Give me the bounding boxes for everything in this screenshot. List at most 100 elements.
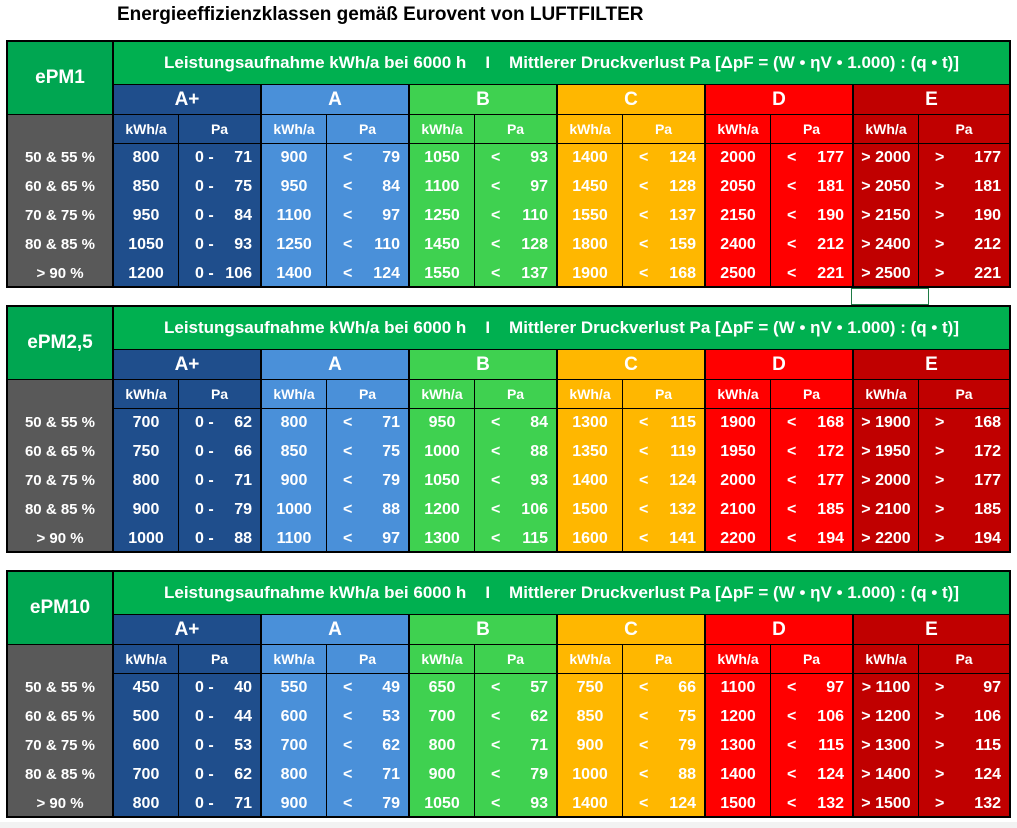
pa-value: <124 — [327, 259, 408, 288]
kwh-value: 900 — [132, 500, 160, 518]
pa-operator: > — [935, 177, 945, 195]
kwh-column-bg — [262, 409, 326, 551]
row-label: > 90 % — [36, 265, 84, 282]
pa-column-bg — [623, 144, 704, 286]
pa-value: <185 — [771, 495, 852, 524]
pa-value: 0 - 44 — [179, 702, 260, 731]
pa-value: <190 — [771, 201, 852, 230]
pa-operator: > — [935, 678, 945, 696]
kwh-column-bg — [114, 674, 178, 816]
kwh-column-bg — [410, 144, 474, 286]
table-header: Leistungsaufnahme kWh/a bei 6000 h I Mittl… — [114, 572, 1009, 614]
class-header-a: A — [262, 615, 408, 644]
pa-number: 57 — [530, 678, 548, 696]
pa-value: >181 — [919, 172, 1009, 201]
pa-value: >212 — [919, 230, 1009, 259]
pa-value: >177 — [919, 466, 1009, 495]
pa-number: 97 — [983, 678, 1001, 696]
pa-number: 97 — [382, 206, 400, 224]
pa-operator: < — [491, 413, 501, 431]
pa-number: 137 — [521, 264, 548, 282]
kwh-value: 1100 — [424, 177, 460, 195]
pa-number: 185 — [974, 500, 1001, 518]
pa-value: <49 — [327, 673, 408, 702]
selected-cell[interactable] — [851, 288, 929, 305]
pa-operator: > — [935, 264, 945, 282]
pa-number: 132 — [817, 794, 844, 812]
pa-value: <53 — [327, 702, 408, 731]
pa-value: <177 — [771, 466, 852, 495]
kwh-subheader: kWh/a — [114, 115, 178, 143]
pa-subheader: Pa — [623, 380, 704, 408]
pa-number: 172 — [817, 442, 844, 460]
pa-value: <97 — [771, 673, 852, 702]
class-header-c: C — [558, 615, 704, 644]
pa-number: 79 — [382, 794, 400, 812]
kwh-subheader: kWh/a — [854, 115, 918, 143]
table-3: ePM10 Leistungsaufnahme kWh/a bei 6000 h I… — [6, 570, 1011, 818]
class-header-b: B — [410, 615, 556, 644]
kwh-value: 1300 — [720, 736, 756, 754]
kwh-column-bg — [854, 674, 918, 816]
kwh-column-bg — [706, 409, 770, 551]
pa-number: 88 — [530, 442, 548, 460]
kwh-value: > 2000 — [861, 148, 911, 166]
kwh-value: 800 — [132, 148, 160, 166]
kwh-column-bg — [706, 144, 770, 286]
pa-value: >172 — [919, 437, 1009, 466]
kwh-column-bg — [558, 144, 622, 286]
kwh-value: 950 — [280, 177, 308, 195]
row-label: 50 & 55 % — [24, 679, 96, 696]
kwh-value: 900 — [428, 765, 456, 783]
pa-operator: < — [491, 148, 501, 166]
pa-operator: < — [343, 678, 353, 696]
kwh-subheader: kWh/a — [854, 380, 918, 408]
pa-operator: < — [639, 235, 649, 253]
pa-number: 212 — [817, 235, 844, 253]
kwh-value: 1300 — [572, 413, 608, 431]
pa-number: 168 — [817, 413, 844, 431]
pa-value: <79 — [327, 466, 408, 495]
header-separator: I — [485, 53, 491, 72]
pa-value: <137 — [475, 259, 556, 288]
class-header-a: A — [262, 85, 408, 114]
pa-column-bg — [771, 144, 852, 286]
kwh-value: 950 — [132, 206, 160, 224]
pa-number: 212 — [974, 235, 1001, 253]
pa-operator: < — [343, 442, 353, 460]
class-header-d: D — [706, 615, 852, 644]
pa-value: <84 — [327, 172, 408, 201]
pa-number: 79 — [678, 736, 696, 754]
header-pressure-label: Mittlerer Druckverlust Pa [ΔpF = (W • ηV… — [509, 53, 959, 72]
kwh-subheader: kWh/a — [262, 645, 326, 673]
pa-operator: < — [639, 529, 649, 547]
kwh-value: 1050 — [424, 794, 460, 812]
pa-operator: < — [639, 707, 649, 725]
pa-value: <75 — [623, 702, 704, 731]
kwh-value: 1200 — [424, 500, 460, 518]
pa-subheader: Pa — [771, 380, 852, 408]
pa-operator: < — [639, 471, 649, 489]
pa-operator: < — [491, 707, 501, 725]
pa-operator: > — [935, 794, 945, 812]
pa-value: >185 — [919, 495, 1009, 524]
kwh-value: > 1950 — [861, 442, 911, 460]
pa-value: <128 — [475, 230, 556, 259]
pa-operator: < — [491, 264, 501, 282]
kwh-column-bg — [262, 144, 326, 286]
pa-number: 93 — [530, 471, 548, 489]
kwh-subheader: kWh/a — [558, 645, 622, 673]
pa-operator: > — [935, 500, 945, 518]
pa-number: 71 — [234, 148, 252, 166]
pa-number: 124 — [373, 264, 400, 282]
pa-operator: 0 - — [195, 206, 214, 224]
page-title: Energieeffizienzklassen gemäß Eurovent v… — [117, 4, 644, 25]
pa-value: <75 — [327, 437, 408, 466]
pa-value: >177 — [919, 143, 1009, 172]
pa-operator: 0 - — [195, 148, 214, 166]
kwh-column-bg — [410, 409, 474, 551]
pa-operator: < — [343, 794, 353, 812]
pa-operator: 0 - — [195, 235, 214, 253]
pa-operator: < — [639, 206, 649, 224]
kwh-value: 2150 — [720, 206, 756, 224]
